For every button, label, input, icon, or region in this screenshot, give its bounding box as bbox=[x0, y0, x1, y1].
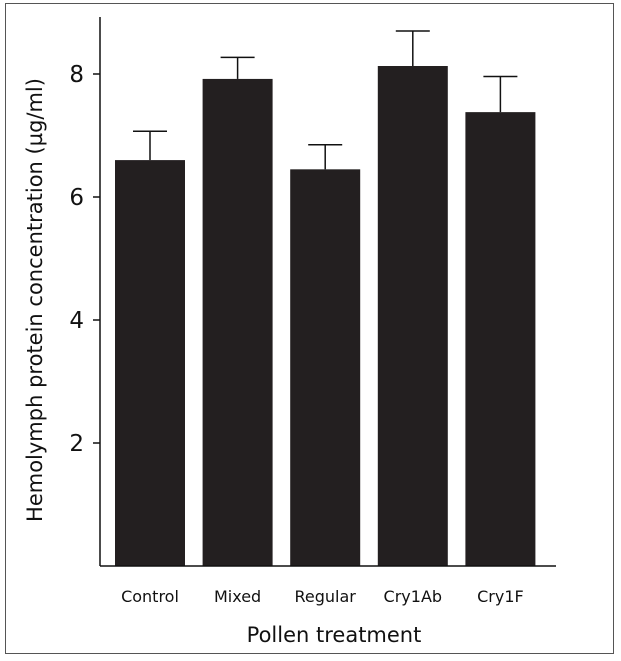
x-tick-labels: Control Mixed Regular Cry1Ab Cry1F bbox=[121, 587, 524, 606]
y-tick-label-6: 6 bbox=[69, 185, 84, 211]
bar-control bbox=[115, 160, 185, 566]
y-tick-label-8: 8 bbox=[69, 62, 84, 88]
y-axis-title: Hemolymph protein concentration (µg/ml) bbox=[23, 78, 47, 522]
x-tick-label-control: Control bbox=[121, 587, 179, 606]
x-tick-label-cry1ab: Cry1Ab bbox=[384, 587, 443, 606]
y-tick-label-2: 2 bbox=[69, 431, 84, 457]
bar-regular bbox=[290, 169, 361, 566]
error-bars bbox=[133, 30, 518, 170]
bar-cry1f bbox=[465, 112, 536, 566]
x-tick-label-mixed: Mixed bbox=[214, 587, 261, 606]
y-ticks: 2 4 6 8 bbox=[69, 62, 100, 457]
x-tick-label-regular: Regular bbox=[295, 587, 357, 606]
x-tick-label-cry1f: Cry1F bbox=[477, 587, 524, 606]
bar-mixed bbox=[202, 78, 273, 567]
x-axis-title: Pollen treatment bbox=[247, 623, 422, 647]
bar-cry1ab bbox=[377, 66, 448, 566]
y-tick-label-4: 4 bbox=[69, 308, 84, 334]
bars bbox=[115, 66, 536, 567]
